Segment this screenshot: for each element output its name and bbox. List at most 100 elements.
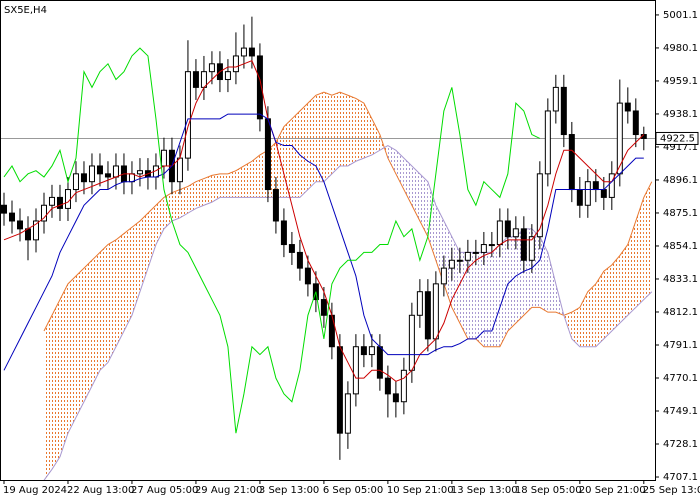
cloud-segment (187, 181, 196, 214)
candle-body (600, 189, 607, 198)
cloud-segment (115, 233, 124, 347)
candle-body (448, 259, 455, 269)
cloud-segment (131, 220, 140, 316)
candle-body (176, 157, 183, 183)
last-price-box (655, 131, 699, 145)
cloud-segment (99, 244, 108, 371)
cloud-segment (539, 236, 548, 313)
cloud-segment (211, 173, 220, 203)
candle-body (560, 86, 567, 136)
candle-body (304, 267, 311, 285)
cloud-segment (635, 197, 644, 308)
candle-body (344, 393, 351, 434)
candle-body (224, 71, 231, 81)
candle-body (320, 299, 327, 316)
cloud-segment (347, 95, 356, 166)
candle-body (16, 220, 23, 230)
x-tick-label: 22 Aug 13:00 (67, 485, 134, 496)
last-price-label: 4922.5 (660, 133, 695, 144)
cloud-segment (627, 220, 636, 316)
y-tick-label: 4707.1 (663, 472, 698, 483)
x-tick-label: 18 Sep 05:00 (515, 485, 582, 496)
candle-body (160, 149, 167, 167)
candle-body (552, 86, 559, 112)
candle-body (456, 259, 463, 262)
candle-body (232, 55, 239, 73)
cloud-segment (283, 118, 292, 198)
cloud-segment (579, 291, 588, 347)
indicator-line (3, 60, 645, 382)
cloud-segment (275, 126, 284, 198)
cloud-segment (387, 145, 396, 174)
candle-body (512, 228, 519, 238)
candle-body (568, 134, 575, 191)
cloud-segment (75, 268, 84, 418)
candle-body (112, 165, 119, 178)
candle-body (64, 189, 71, 209)
y-tick-label: 4728.1 (663, 439, 698, 450)
candle-body (424, 291, 431, 340)
y-tick-label: 4833.1 (663, 274, 698, 285)
candle-body (528, 236, 535, 261)
candle-body (488, 244, 495, 247)
y-tick-label: 4959.1 (663, 76, 698, 87)
cloud-segment (179, 186, 188, 218)
y-tick-label: 4854.1 (663, 241, 698, 252)
cloud-segment (603, 264, 612, 339)
cloud-segment (411, 165, 420, 221)
cloud-segment (571, 307, 580, 347)
candle-body (8, 212, 15, 222)
y-tick-label: 4980.1 (663, 43, 698, 54)
candle-body (368, 346, 375, 356)
cloud-segment (83, 260, 92, 402)
cloud-segment (147, 205, 156, 269)
cloud-segment (163, 192, 172, 229)
cloud-segment (355, 98, 364, 162)
y-tick-label: 4917.1 (663, 142, 698, 153)
cloud-segment (491, 244, 500, 347)
cloud-segment (251, 154, 260, 198)
cloud-segment (451, 236, 460, 324)
indicator-line (3, 47, 541, 434)
candle-body (608, 173, 615, 198)
y-tick-label: 4938.1 (663, 109, 698, 120)
candle-body (576, 189, 583, 206)
candle-body (240, 47, 247, 57)
cloud-segment (107, 239, 116, 363)
candle-body (416, 291, 423, 316)
candle-body (520, 228, 527, 261)
cloud-segment (331, 92, 340, 174)
candle-body (296, 251, 303, 269)
candle-body (504, 220, 511, 238)
candle-body (256, 55, 263, 120)
candle-body (48, 196, 55, 206)
candle-body (360, 346, 367, 356)
candle-body (288, 244, 295, 253)
candle-body (192, 71, 199, 88)
candle-body (624, 102, 631, 112)
cloud-segment (395, 150, 404, 190)
cloud-segment (483, 252, 492, 347)
cloud-segment (507, 236, 516, 332)
candle-body (352, 346, 359, 395)
cloud-segment (195, 178, 204, 209)
x-tick-label: 25 Sep 13:00 (643, 485, 700, 496)
x-tick-label: 6 Sep 05:00 (323, 485, 383, 496)
candle-body (632, 110, 639, 136)
cloud-segment (243, 161, 252, 198)
cloud-segment (91, 252, 100, 387)
cloud-segment (467, 252, 476, 339)
y-tick-label: 4875.1 (663, 208, 698, 219)
candle-body (184, 71, 191, 159)
candle-body (56, 196, 63, 209)
cloud-segment (235, 165, 244, 198)
span-a-line (43, 91, 653, 348)
candle-body (40, 204, 47, 222)
candle-body (24, 228, 31, 241)
cloud-segment (363, 103, 372, 159)
candle-body (88, 165, 95, 183)
cloud-segment (171, 189, 180, 221)
cloud-segment (611, 255, 620, 332)
y-tick-label: 4791.1 (663, 340, 698, 351)
